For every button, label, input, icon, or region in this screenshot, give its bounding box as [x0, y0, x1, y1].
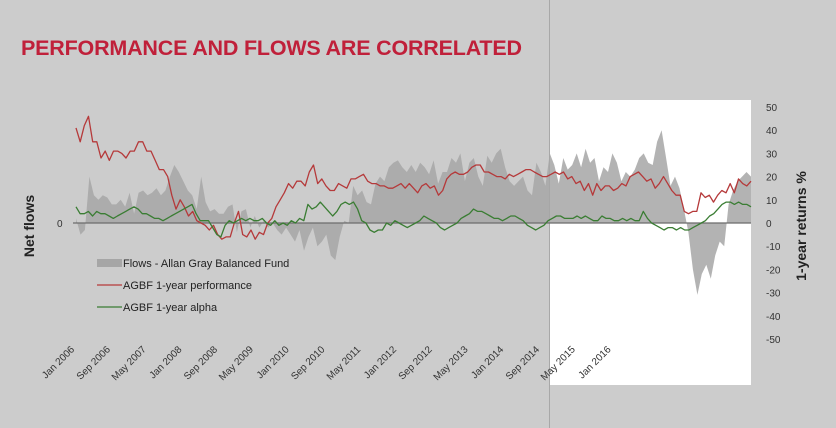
left-axis-tick-0: 0 [57, 219, 63, 230]
x-axis-tick: Jan 2008 [148, 344, 185, 381]
x-axis-tick: Jan 2014 [469, 344, 506, 381]
x-axis-tick: May 2013 [432, 344, 471, 383]
x-axis-tick: Sep 2010 [289, 344, 327, 382]
right-axis-tick: 40 [766, 126, 778, 137]
right-axis-tick: 10 [766, 196, 778, 207]
x-axis-tick: Sep 2012 [397, 344, 435, 382]
x-axis-tick: May 2011 [325, 344, 364, 383]
performance-line [75, 115, 752, 240]
legend-swatch-flows [97, 259, 122, 267]
flows-area [76, 130, 751, 295]
right-axis-tick: -30 [766, 289, 781, 300]
legend-label-flows: Flows - Allan Gray Balanced Fund [123, 258, 289, 270]
right-axis-tick: 50 [766, 103, 778, 114]
x-axis-tick: May 2009 [217, 344, 256, 383]
x-axis-tick: Jan 2006 [40, 344, 77, 381]
right-axis-tick: 0 [766, 219, 772, 230]
legend-label-performance: AGBF 1-year performance [123, 280, 252, 292]
x-axis-tick: Jan 2016 [577, 344, 614, 381]
x-axis-tick: May 2007 [110, 344, 149, 383]
right-axis-tick: 20 [766, 173, 778, 184]
right-axis-tick: -40 [766, 312, 781, 323]
right-axis-title: 1-year returns % [793, 171, 809, 281]
legend: Flows - Allan Gray Balanced Fund AGBF 1-… [97, 258, 289, 314]
x-axis-tick: Sep 2006 [75, 344, 113, 382]
right-axis-tick: -20 [766, 265, 781, 276]
x-axis-tick: May 2015 [539, 344, 578, 383]
alpha-line [75, 201, 752, 238]
x-axis-tick: Sep 2014 [504, 344, 542, 382]
legend-label-alpha: AGBF 1-year alpha [123, 302, 218, 314]
right-axis-tick: 30 [766, 149, 778, 160]
left-axis-title: Net flows [21, 195, 37, 257]
right-axis-tick: -10 [766, 242, 781, 253]
x-axis-tick: Sep 2008 [182, 344, 220, 382]
chart-title: PERFORMANCE AND FLOWS ARE CORRELATED [21, 36, 522, 60]
x-axis-tick: Jan 2010 [255, 344, 292, 381]
x-axis-tick: Jan 2012 [362, 344, 399, 381]
right-axis-tick: -50 [766, 335, 781, 346]
